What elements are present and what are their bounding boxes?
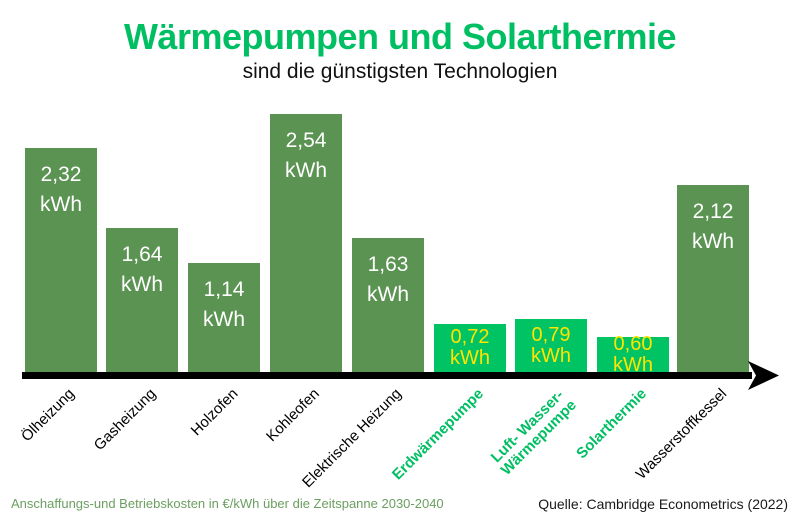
bar-value-label: 1,14 kWh	[203, 278, 245, 331]
category-label-8: Wasserstoffkessel	[632, 385, 731, 483]
bar-value-label: 2,54 kWh	[285, 129, 327, 182]
bar-8: 2,12 kWh	[677, 185, 749, 372]
bar-1: 1,64 kWh	[106, 228, 178, 372]
bar-value-label: 0,79 kWh	[531, 323, 571, 367]
category-label-1: Gasheizung	[90, 385, 160, 454]
bar-4: 1,63 kWh	[352, 238, 424, 372]
bar-6: 0,79 kWh	[515, 319, 587, 372]
category-label-5: Erdwärmepumpe	[389, 385, 488, 484]
bar-5: 0,72 kWh	[434, 324, 506, 372]
bar-7: 0,60 kWh	[597, 332, 669, 376]
x-axis-arrowhead-icon	[748, 361, 779, 390]
bar-value-label: 2,32 kWh	[40, 163, 82, 216]
category-label-3: Kohleofen	[263, 385, 324, 446]
category-label-6: Luft- Wasser- Wärmepumpe	[487, 386, 580, 479]
bar-value-label: 1,64 kWh	[121, 243, 163, 296]
bar-value-label: 2,12 kWh	[692, 200, 734, 253]
bar-3: 2,54 kWh	[270, 114, 342, 372]
bar-value-label: 0,60 kWh	[613, 332, 653, 376]
bar-value-label: 1,63 kWh	[367, 253, 409, 306]
category-label-7: Solarthermie	[573, 385, 651, 463]
bar-0: 2,32 kWh	[25, 148, 97, 372]
bar-value-label: 0,72 kWh	[450, 326, 490, 369]
category-label-2: Holzofen	[187, 385, 242, 440]
chart-subtitle: sind die günstigsten Technologien	[242, 60, 558, 83]
axis-units-note: Anschaffungs-und Betriebskosten in €/kWh…	[11, 496, 444, 511]
source-note: Quelle: Cambridge Econometrics (2022)	[538, 496, 788, 512]
chart-title: Wärmepumpen und Solarthermie	[123, 16, 677, 57]
category-label-0: Ölheizung	[18, 385, 79, 446]
bar-2: 1,14 kWh	[188, 263, 260, 372]
